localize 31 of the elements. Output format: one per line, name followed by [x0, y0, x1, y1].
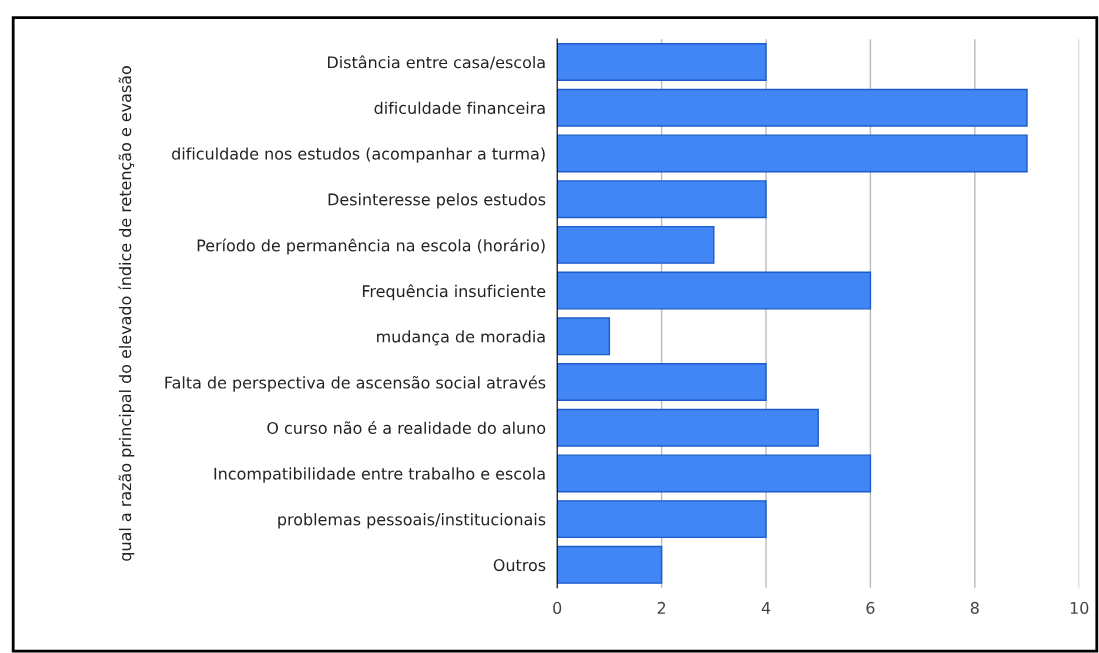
bar: [557, 180, 767, 219]
bar: [557, 454, 872, 493]
bar: [557, 271, 872, 310]
x-tick-label: 6: [866, 601, 875, 614]
y-tick-label: problemas pessoais/institucionais: [278, 513, 546, 529]
bar: [557, 43, 767, 82]
x-tick-label: 10: [1070, 601, 1089, 614]
bar: [557, 88, 1028, 127]
x-tick-label: 4: [761, 602, 771, 614]
x-tick-label: 2: [657, 601, 666, 614]
bar: [557, 317, 611, 356]
bar: [557, 363, 767, 401]
x-tick-label: 0: [553, 601, 562, 614]
bar: [557, 408, 819, 447]
y-tick-label: Outros: [493, 559, 546, 572]
y-tick-label: Incompatibilidade entre trabalho e escola: [214, 467, 545, 483]
bar: [557, 134, 1028, 173]
bar: [557, 500, 767, 539]
y-tick-label: Frequência insuficiente: [362, 284, 546, 301]
y-axis-title: qual a razão principal do elevado índice de retenção e evasão: [118, 66, 135, 561]
y-tick-label: Desinteresse pelos estudos: [328, 193, 546, 209]
y-tick-label: dificuldade financeira: [374, 101, 545, 115]
y-tick-label: Período de permanência na escola (horário): [197, 238, 545, 255]
y-tick-label: O curso não é a realidade do aluno: [267, 421, 546, 435]
bar: [557, 545, 663, 584]
y-tick-label: mudança de moradia: [377, 330, 545, 346]
bar: [557, 225, 715, 264]
y-tick-label: dificuldade nos estudos (acompanhar a turma): [172, 147, 545, 163]
y-tick-label: Falta de perspectiva de ascensão social através: [165, 375, 546, 392]
y-tick-label: Distância entre casa/escola: [328, 55, 545, 70]
x-tick-label: 8: [970, 601, 979, 614]
